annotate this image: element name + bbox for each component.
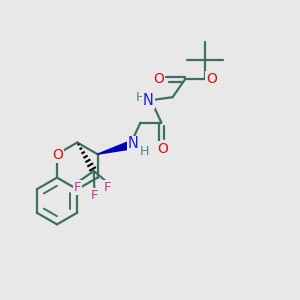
- Text: H: H: [136, 91, 145, 104]
- Text: F: F: [74, 181, 81, 194]
- Text: N: N: [128, 136, 138, 152]
- Text: O: O: [157, 142, 168, 156]
- Text: N: N: [143, 93, 154, 108]
- Text: O: O: [206, 72, 217, 86]
- Text: F: F: [91, 189, 98, 202]
- Text: O: O: [154, 72, 164, 86]
- Text: H: H: [140, 145, 150, 158]
- Text: F: F: [104, 181, 112, 194]
- Polygon shape: [98, 141, 131, 154]
- Text: O: O: [52, 148, 63, 162]
